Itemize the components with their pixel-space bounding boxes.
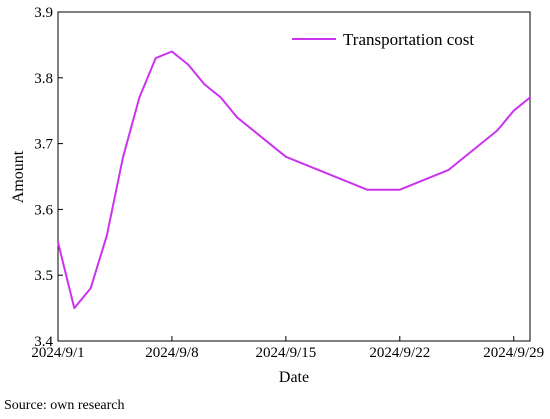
x-tick-label: 2024/9/8 bbox=[145, 345, 198, 361]
plot-area bbox=[57, 11, 531, 342]
x-tick-label: 2024/9/15 bbox=[255, 345, 316, 361]
y-tick-label: 3.9 bbox=[34, 5, 53, 21]
legend: Transportation cost bbox=[292, 30, 474, 49]
y-tick-label: 3.4 bbox=[34, 334, 53, 350]
y-axis: 3.4 3.5 3.6 3.7 3.8 3.9 bbox=[34, 5, 63, 350]
x-tick-label: 2024/9/1 bbox=[31, 345, 84, 361]
y-tick-label: 3.7 bbox=[34, 137, 53, 153]
y-tick-label: 3.8 bbox=[34, 71, 53, 87]
x-tick-label: 2024/9/22 bbox=[369, 345, 430, 361]
x-axis: 2024/9/1 2024/9/8 2024/9/15 2024/9/22 2024/9… bbox=[31, 336, 544, 361]
x-axis-label: Date bbox=[279, 369, 309, 386]
source-note: Source: own research bbox=[4, 398, 125, 413]
y-axis-label: Amount bbox=[10, 150, 27, 203]
y-tick-label: 3.6 bbox=[34, 202, 53, 218]
legend-label: Transportation cost bbox=[343, 30, 474, 49]
series-layer bbox=[57, 50, 531, 310]
x-tick-label: 2024/9/29 bbox=[483, 345, 544, 361]
y-tick-label: 3.5 bbox=[34, 268, 53, 284]
